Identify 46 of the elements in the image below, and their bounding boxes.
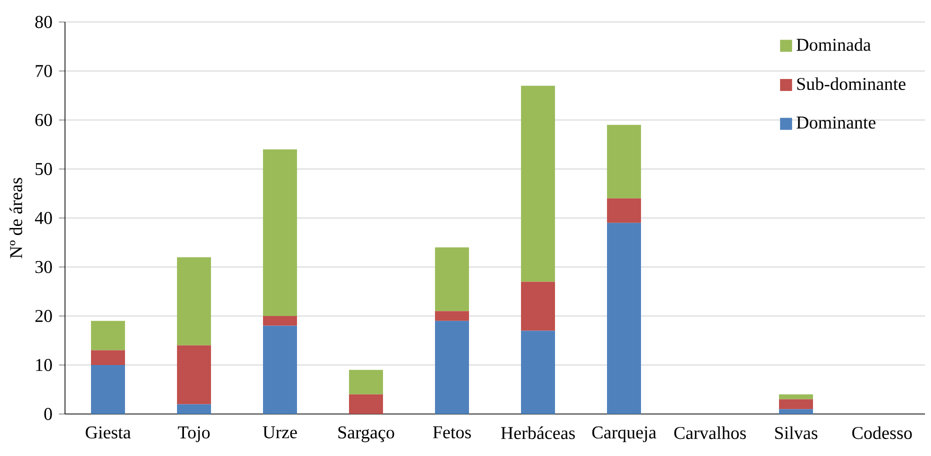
x-tick-label: Herbáceas [501, 426, 575, 440]
bar [349, 394, 383, 414]
bar [521, 282, 555, 331]
y-tick-label: 40 [34, 212, 52, 224]
bar [435, 311, 469, 321]
x-tick-label: Tojo [178, 426, 210, 442]
x-tick-label: Silvas [775, 426, 818, 440]
bar [607, 124, 642, 198]
y-axis-title: Nº de áreas [9, 178, 22, 258]
bar [607, 222, 642, 414]
y-tick-label: 30 [35, 260, 52, 274]
legend-label: Dominante [796, 116, 876, 129]
bar [521, 330, 555, 414]
y-tick-label: 10 [36, 358, 52, 372]
y-tick-label: 50 [36, 162, 52, 176]
bar [177, 345, 211, 404]
bar [779, 394, 814, 400]
bar [779, 409, 814, 414]
x-tick-label: Carvalhos [674, 426, 746, 440]
legend-label: Sub-dominante [797, 77, 906, 90]
bar [91, 365, 125, 414]
bar [349, 370, 383, 394]
bar [91, 350, 125, 365]
bar [435, 247, 469, 312]
bar [607, 198, 642, 223]
y-tick-label: 20 [35, 310, 52, 322]
bar [263, 316, 297, 326]
y-tick-label: 0 [44, 408, 52, 420]
x-tick-label: Urze [262, 426, 297, 438]
bar [521, 86, 555, 282]
x-tick-label: Sargaço [338, 426, 394, 442]
bar [779, 399, 814, 410]
x-tick-label: Fetos [433, 426, 471, 438]
legend-label: Dominada [796, 38, 871, 51]
y-tick-label: 60 [35, 114, 52, 126]
x-tick-label: Giesta [86, 426, 131, 439]
bar [177, 404, 211, 414]
y-tick-label: 80 [35, 16, 52, 28]
x-tick-label: Codesso [852, 426, 912, 440]
y-tick-label: 70 [36, 64, 52, 78]
bar [91, 320, 125, 350]
bar [263, 326, 297, 414]
bar [263, 149, 297, 316]
bar [435, 320, 469, 414]
x-tick-label: Carqueja [592, 426, 656, 442]
bar [177, 257, 211, 346]
